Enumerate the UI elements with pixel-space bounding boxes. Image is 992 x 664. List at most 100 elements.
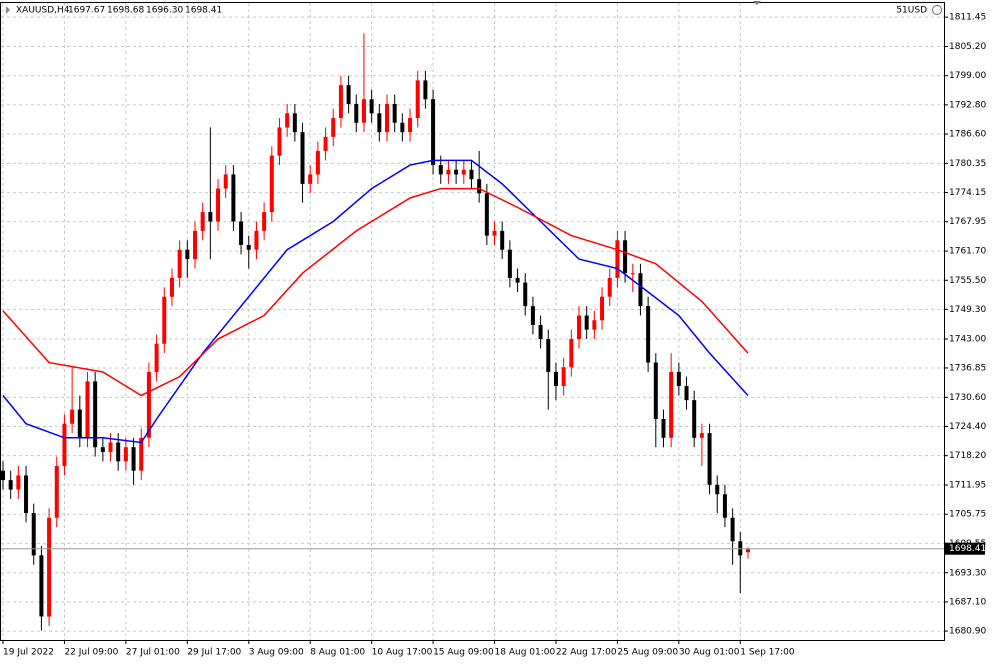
y-tick-label: 1743.00	[949, 335, 986, 345]
candle-body	[615, 240, 620, 278]
candle-body	[231, 174, 236, 222]
candle-body	[70, 409, 75, 424]
candle-body	[331, 118, 336, 137]
info-low: 1696.30	[146, 6, 183, 16]
candle-body	[239, 221, 244, 245]
y-tick-label: 1786.60	[949, 130, 986, 140]
candle-body	[561, 367, 566, 387]
account-icon[interactable]	[932, 5, 942, 15]
candle-body	[385, 103, 389, 133]
y-tick-label: 1767.95	[949, 217, 986, 227]
y-tick-label: 1680.90	[949, 627, 986, 637]
candle-body	[269, 155, 274, 213]
candle-body	[569, 339, 574, 368]
y-tick-label: 1780.35	[949, 159, 986, 169]
candle-body	[154, 343, 159, 372]
candle-body	[262, 212, 267, 231]
x-tick-label: 18 Aug 01:00	[495, 648, 556, 658]
candle-body	[169, 277, 174, 297]
candle-body	[592, 320, 597, 330]
candle-body	[208, 212, 213, 222]
candle-body	[62, 423, 67, 467]
candle-body	[638, 273, 643, 307]
candle-body	[730, 517, 735, 542]
candle-body	[669, 371, 674, 438]
candle-body	[653, 362, 658, 419]
candle-body	[139, 437, 144, 471]
candle-body	[338, 85, 343, 119]
candle-body	[308, 174, 313, 184]
candle-body	[31, 513, 36, 556]
candle-body	[431, 99, 436, 166]
candle-body	[39, 555, 44, 617]
candle-body	[484, 193, 489, 236]
y-tick-label: 1705.75	[949, 510, 986, 520]
candle-body	[446, 169, 451, 175]
candle-body	[123, 447, 128, 462]
x-tick-label: 3 Aug 09:00	[249, 648, 304, 658]
candle-body	[408, 118, 413, 133]
y-tick-label: 1749.30	[949, 305, 986, 315]
candle-body	[185, 249, 190, 260]
x-tick-label: 8 Aug 01:00	[310, 648, 365, 658]
candle-body	[538, 324, 543, 340]
info-close: 1698.41	[185, 6, 222, 16]
x-tick-label: 22 Jul 09:00	[64, 648, 118, 658]
candle-body	[292, 113, 297, 133]
candle-body	[16, 475, 21, 490]
candle-body	[85, 381, 90, 438]
candle-body	[354, 103, 359, 123]
plot-frame	[0, 2, 945, 641]
y-tick-label: 1805.20	[949, 42, 986, 52]
x-tick-label: 29 Jul 17:00	[187, 648, 241, 658]
candle-body	[177, 249, 182, 278]
candle-body	[623, 240, 628, 274]
x-tick-label: 1 Sep 17:00	[740, 648, 795, 658]
candle-body	[500, 230, 505, 250]
candle-body	[8, 480, 13, 490]
candle-body	[715, 484, 720, 495]
candle-body	[699, 433, 704, 438]
candle-body	[369, 99, 374, 114]
y-tick-label: 1718.20	[949, 451, 986, 461]
y-tick-label: 1711.95	[949, 481, 986, 491]
candle-body	[400, 122, 405, 133]
candle-body	[684, 386, 689, 401]
x-tick-label: 19 Jul 2022	[3, 648, 54, 658]
candle-body	[361, 99, 366, 123]
candle-body	[254, 230, 259, 250]
y-tick-label: 1792.80	[949, 100, 986, 110]
candle-body	[707, 433, 712, 485]
candle-body	[507, 249, 512, 278]
candle-body	[216, 188, 221, 222]
candle-body	[553, 371, 558, 387]
candle-body	[477, 179, 482, 194]
candle-body	[47, 517, 52, 617]
candle-body	[223, 174, 228, 189]
x-tick-label: 30 Aug 01:00	[679, 648, 740, 658]
y-tick-label: 1755.50	[949, 276, 986, 286]
info-open: 1697.67	[68, 6, 105, 16]
candle-body	[600, 296, 605, 321]
candle-body	[676, 371, 681, 387]
candle-body	[722, 494, 727, 518]
candle-body	[607, 277, 612, 297]
candle-body	[146, 371, 151, 438]
y-tick-label: 1693.30	[949, 568, 986, 578]
candle-body	[392, 103, 397, 123]
candle-body	[469, 169, 474, 180]
y-tick-label: 1724.40	[949, 422, 986, 432]
candle-body	[646, 306, 651, 363]
candle-body	[630, 273, 635, 275]
title-icon	[6, 6, 10, 14]
candle-body	[162, 296, 167, 344]
y-tick-label: 1730.60	[949, 393, 986, 403]
candle-body	[692, 400, 697, 438]
chart-title: XAUUSD,H4	[16, 6, 70, 16]
candle-body	[246, 244, 251, 250]
candle-body	[300, 132, 305, 184]
x-tick-label: 10 Aug 17:00	[372, 648, 433, 658]
candle-body	[423, 80, 428, 100]
